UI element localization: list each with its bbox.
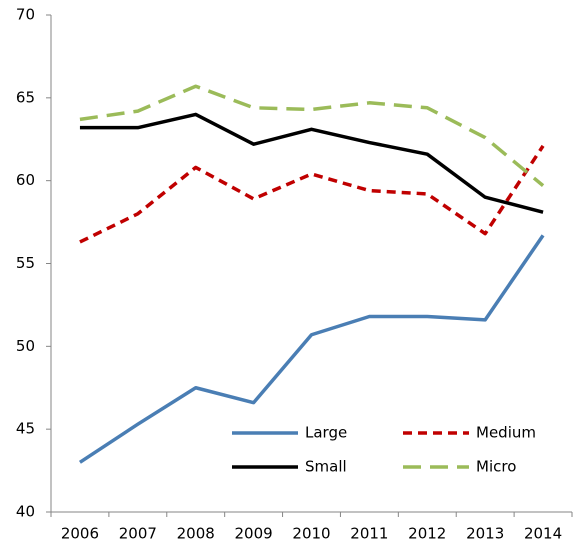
y-tick-label: 45 xyxy=(16,420,35,438)
x-tick-label: 2009 xyxy=(235,525,273,543)
x-tick-label: 2011 xyxy=(350,525,388,543)
legend-label: Micro xyxy=(476,458,516,476)
y-tick-label: 65 xyxy=(16,88,35,106)
x-tick-label: 2013 xyxy=(466,525,504,543)
y-tick-label: 70 xyxy=(16,6,35,24)
x-tick-label: 2008 xyxy=(177,525,215,543)
x-tick-label: 2010 xyxy=(292,525,330,543)
y-tick-label: 50 xyxy=(16,337,35,355)
x-tick-label: 2007 xyxy=(119,525,157,543)
legend-label: Small xyxy=(305,458,347,476)
x-tick-label: 2014 xyxy=(524,525,562,543)
data-line xyxy=(78,234,545,464)
x-tick-label: 2006 xyxy=(61,525,99,543)
data-line xyxy=(79,144,545,244)
data-line xyxy=(79,84,545,187)
y-tick-label: 55 xyxy=(16,254,35,272)
legend-label: Medium xyxy=(476,424,536,442)
y-tick-label: 60 xyxy=(16,171,35,189)
y-tick-label: 40 xyxy=(16,503,35,521)
data-line xyxy=(79,112,544,214)
x-tick-label: 2012 xyxy=(408,525,446,543)
legend-label: Large xyxy=(305,424,347,442)
